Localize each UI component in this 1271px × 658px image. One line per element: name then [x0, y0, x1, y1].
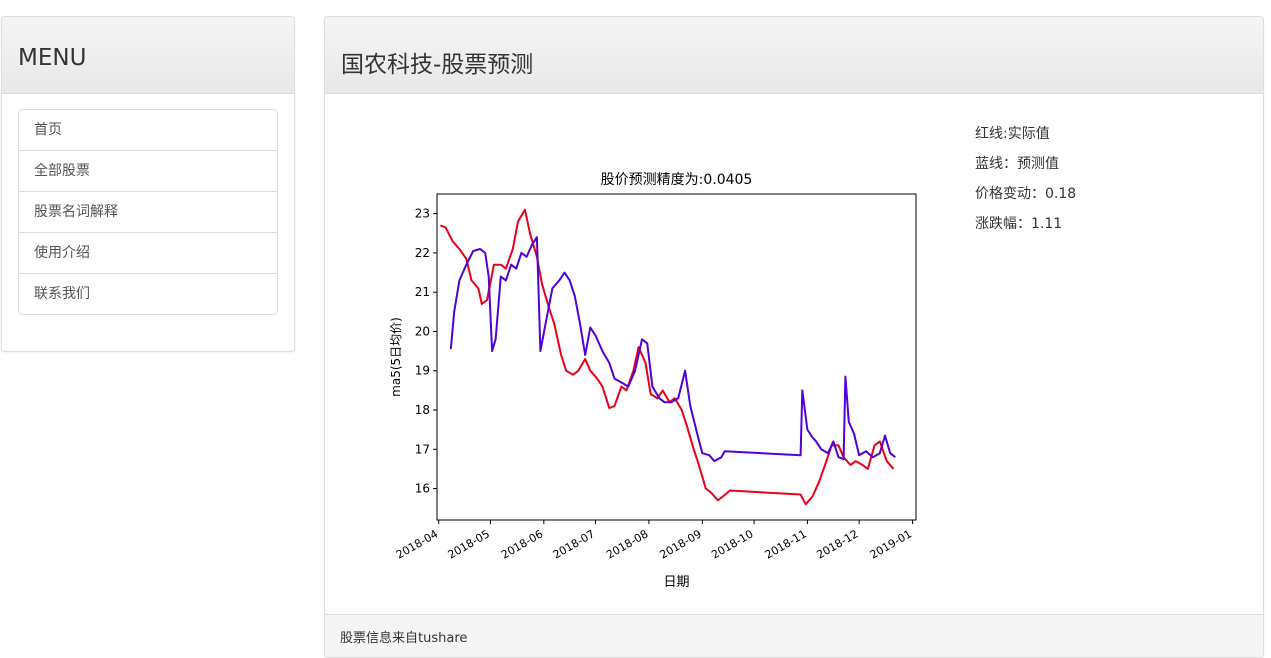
y-tick-label: 17	[415, 442, 430, 456]
x-tick-label: 2018-08	[604, 527, 650, 561]
y-axis-label: ma5(5日均价)	[389, 317, 403, 397]
prediction-chart: 股价预测精度为:0.0405 16 17 18 19 20 21 22 23 2018-04 201…	[365, 125, 935, 599]
x-axis-label: 日期	[663, 575, 689, 590]
blue-line-note: 蓝线：预测值	[975, 156, 1059, 172]
y-tick-label: 21	[415, 285, 430, 299]
y-tick-label: 20	[415, 324, 430, 338]
x-tick-label: 2018-10	[709, 527, 755, 561]
chart-title: 股价预测精度为:0.0405	[601, 172, 753, 188]
y-tick-label: 22	[415, 246, 430, 260]
predicted-series-line	[449, 236, 896, 463]
page-title: 国农科技-股票预测	[341, 52, 534, 78]
x-tick-label: 2018-12	[814, 527, 860, 561]
y-tick-label: 23	[415, 207, 430, 221]
pct-change-value: 1.11	[1031, 216, 1063, 232]
menu-item-contact[interactable]: 联系我们	[34, 286, 90, 302]
x-tick-label: 2018-06	[499, 527, 545, 561]
pct-change: 涨跌幅：1.11	[975, 212, 1076, 242]
x-tick-label: 2018-11	[763, 527, 809, 561]
menu-list: 首页 全部股票 股票名词解释 使用介绍 联系我们	[18, 109, 278, 315]
menu-item-home[interactable]: 首页	[19, 110, 277, 151]
price-change: 价格变动：0.18	[975, 182, 1076, 212]
y-tick-label: 19	[415, 364, 430, 378]
main-panel: 国农科技-股票预测 股价预测精度为:0.0405 16 17 18 19 20 21 22 23…	[324, 16, 1264, 658]
price-change-value: 0.18	[1045, 186, 1077, 202]
panel-footer: 股票信息来自tushare	[325, 614, 1263, 657]
plot-frame	[436, 193, 917, 521]
x-tick-label: 2018-04	[394, 527, 440, 561]
price-change-label: 价格变动：	[975, 186, 1045, 202]
menu-title: MENU	[18, 45, 87, 71]
x-tick-label: 2018-05	[446, 527, 492, 561]
red-line-note: 红线:实际值	[975, 126, 1050, 142]
legend-info: 红线:实际值 蓝线：预测值 价格变动：0.18 涨跌幅：1.11	[975, 122, 1076, 242]
menu-item-all-stocks[interactable]: 全部股票	[19, 151, 277, 192]
actual-series-line	[440, 208, 895, 506]
x-tick-label: 2018-07	[551, 527, 597, 561]
menu-heading: MENU	[2, 17, 294, 94]
menu-item-glossary[interactable]: 股票名词解释	[19, 192, 277, 233]
menu-panel: MENU 首页 全部股票 股票名词解释 使用介绍 联系我们	[1, 16, 295, 352]
y-tick-label: 16	[415, 482, 430, 496]
main-heading: 国农科技-股票预测	[325, 17, 1263, 94]
menu-item-guide[interactable]: 使用介绍	[19, 233, 277, 274]
y-tick-label: 18	[415, 403, 430, 417]
x-tick-label: 2018-09	[658, 527, 704, 561]
x-tick-label: 2019-01	[868, 527, 914, 561]
pct-change-label: 涨跌幅：	[975, 216, 1031, 232]
footer-text: 股票信息来自tushare	[340, 631, 468, 646]
